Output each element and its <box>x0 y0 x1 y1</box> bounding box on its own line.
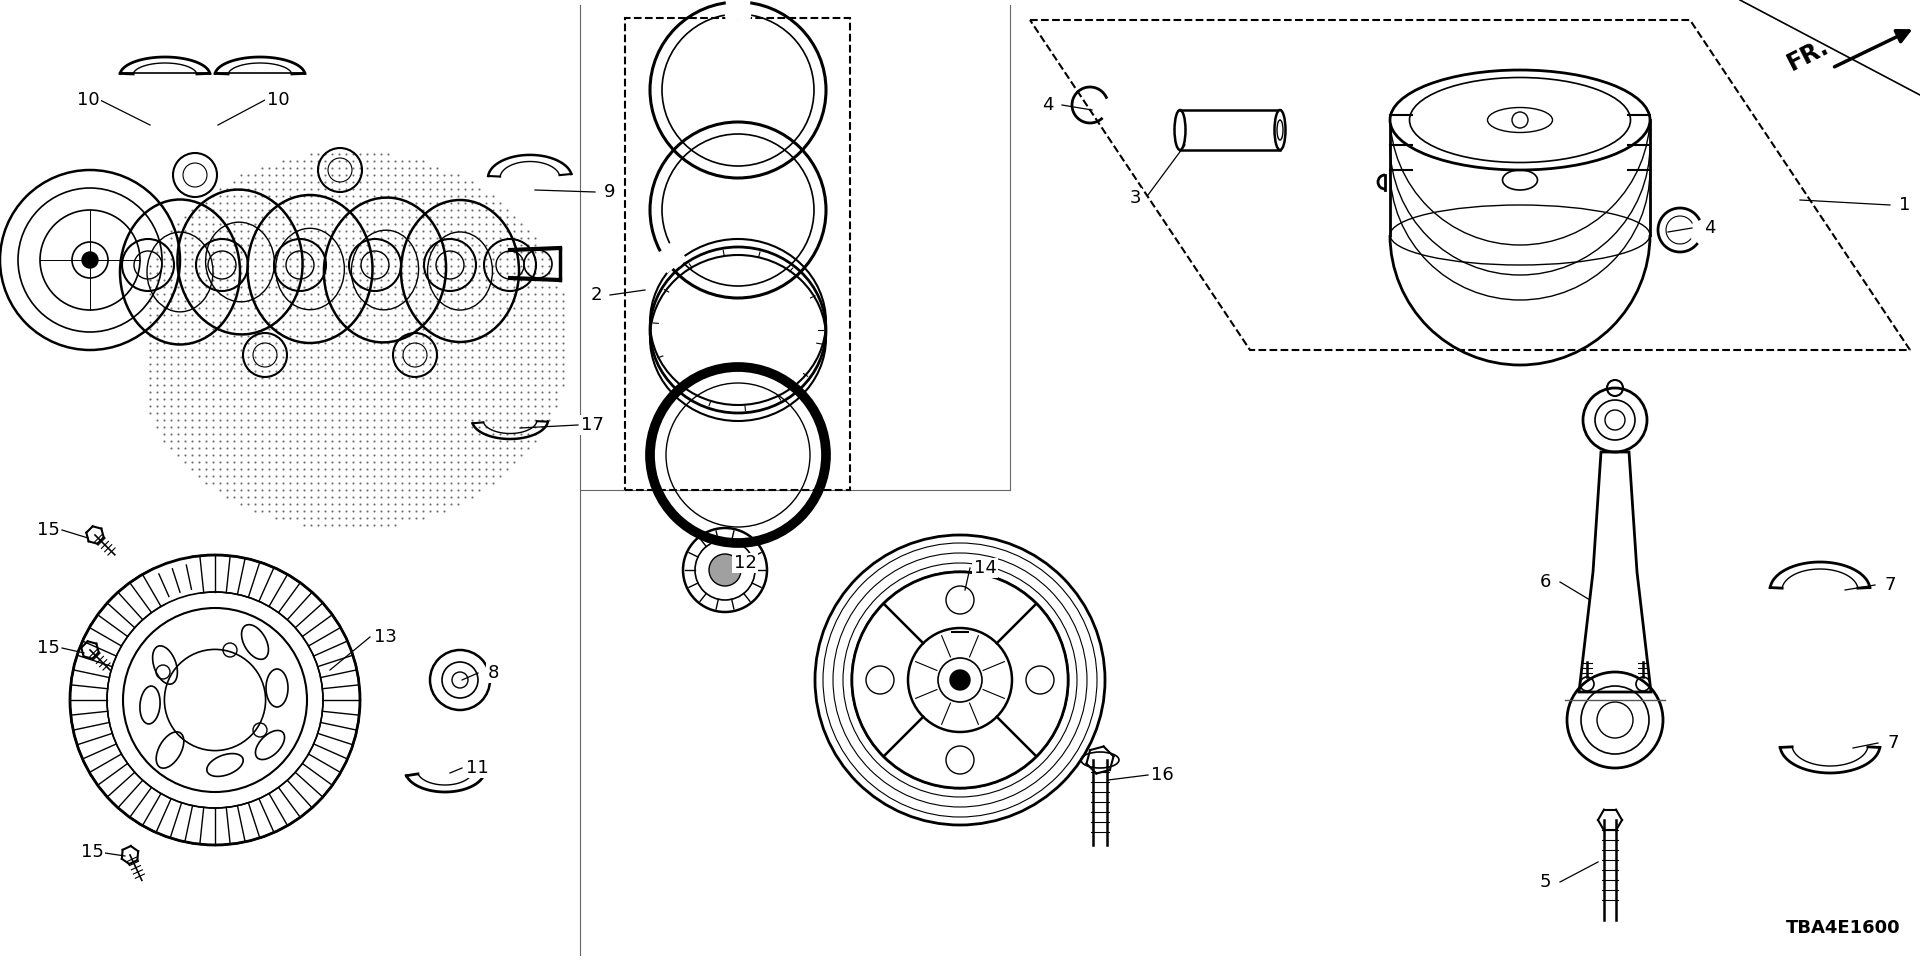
Ellipse shape <box>1390 70 1649 170</box>
Text: 17: 17 <box>580 416 603 434</box>
Bar <box>626 18 851 490</box>
Polygon shape <box>1578 452 1651 692</box>
Text: 10: 10 <box>267 91 290 109</box>
Text: 15: 15 <box>81 843 104 861</box>
Circle shape <box>950 670 970 690</box>
Text: 7: 7 <box>1884 576 1895 594</box>
Text: 13: 13 <box>374 628 396 646</box>
Circle shape <box>83 252 98 268</box>
Text: 4: 4 <box>1043 96 1054 114</box>
Ellipse shape <box>1275 110 1286 150</box>
Text: 10: 10 <box>77 91 100 109</box>
Text: FR.: FR. <box>1784 35 1834 76</box>
Text: 3: 3 <box>1129 189 1140 207</box>
Text: TBA4E1600: TBA4E1600 <box>1786 919 1901 937</box>
Text: 7: 7 <box>1887 734 1899 752</box>
Text: 14: 14 <box>973 559 996 577</box>
Text: 4: 4 <box>1705 219 1716 237</box>
Text: 11: 11 <box>467 759 488 777</box>
Text: 15: 15 <box>36 521 60 539</box>
Text: 16: 16 <box>1150 766 1173 784</box>
Text: 8: 8 <box>488 664 499 682</box>
Text: 2: 2 <box>589 286 601 304</box>
Text: 5: 5 <box>1540 873 1551 891</box>
Text: 9: 9 <box>605 183 616 201</box>
Text: 6: 6 <box>1540 573 1551 591</box>
Text: 1: 1 <box>1899 196 1910 214</box>
Circle shape <box>708 554 741 586</box>
Text: 12: 12 <box>733 554 756 572</box>
Text: 15: 15 <box>36 639 60 657</box>
